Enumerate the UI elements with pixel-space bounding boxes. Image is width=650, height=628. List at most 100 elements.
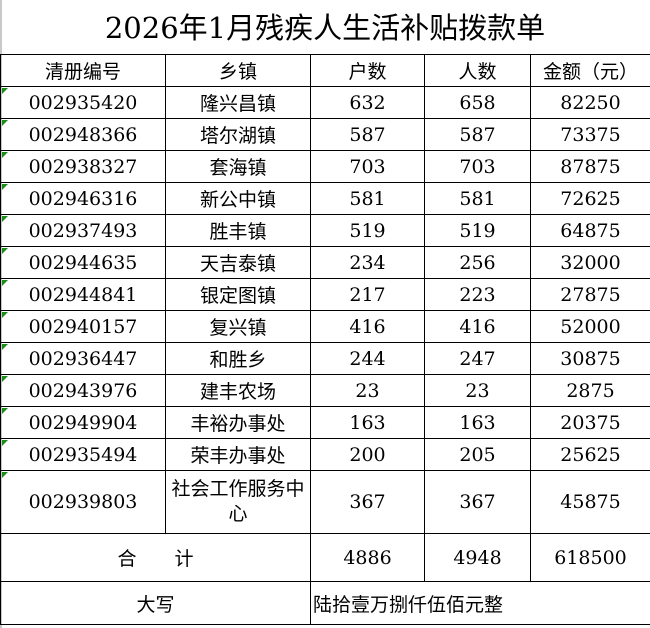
amount-cell[interactable]: 30875	[530, 342, 650, 375]
id-cell[interactable]: 002939803	[0, 470, 166, 534]
town-cell[interactable]: 建丰农场	[165, 374, 311, 407]
households-cell[interactable]: 581	[310, 182, 425, 215]
header-cell[interactable]: 清册编号	[0, 54, 166, 87]
households-cell[interactable]: 200	[310, 438, 425, 471]
header-cell[interactable]: 户数	[310, 54, 425, 87]
town-cell[interactable]: 复兴镇	[165, 310, 311, 343]
table-row: 002935494 荣丰办事处 200 205 25625	[0, 438, 650, 471]
table-row: 002939803 社会工作服务中心 367 367 45875	[0, 470, 650, 534]
table-row: 002944635 天吉泰镇 234 256 32000	[0, 246, 650, 279]
total-households[interactable]: 4886	[310, 533, 425, 582]
people-cell[interactable]: 367	[424, 470, 531, 534]
households-cell[interactable]: 234	[310, 246, 425, 279]
town-cell[interactable]: 塔尔湖镇	[165, 118, 311, 151]
table-row: 002937493 胜丰镇 519 519 64875	[0, 214, 650, 247]
people-cell[interactable]: 519	[424, 214, 531, 247]
town-cell[interactable]: 丰裕办事处	[165, 406, 311, 439]
table-row: 002949904 丰裕办事处 163 163 20375	[0, 406, 650, 439]
total-amount[interactable]: 618500	[530, 533, 650, 582]
town-cell[interactable]: 银定图镇	[165, 278, 311, 311]
header-cell[interactable]: 乡镇	[165, 54, 311, 87]
capital-row: 大写 陆拾壹万捌仟伍佰元整	[0, 581, 650, 625]
households-cell[interactable]: 163	[310, 406, 425, 439]
people-cell[interactable]: 581	[424, 182, 531, 215]
town-cell[interactable]: 社会工作服务中心	[165, 470, 311, 534]
people-cell[interactable]: 658	[424, 86, 531, 119]
households-cell[interactable]: 244	[310, 342, 425, 375]
total-people[interactable]: 4948	[424, 533, 531, 582]
amount-cell[interactable]: 72625	[530, 182, 650, 215]
people-cell[interactable]: 247	[424, 342, 531, 375]
table-row: 002936447 和胜乡 244 247 30875	[0, 342, 650, 375]
people-cell[interactable]: 205	[424, 438, 531, 471]
allocation-table: 清册编号 乡镇 户数 人数 金额（元） 002935420 隆兴昌镇 632 658 8…	[0, 54, 650, 625]
town-cell[interactable]: 天吉泰镇	[165, 246, 311, 279]
amount-cell[interactable]: 52000	[530, 310, 650, 343]
people-cell[interactable]: 223	[424, 278, 531, 311]
households-cell[interactable]: 23	[310, 374, 425, 407]
amount-cell[interactable]: 20375	[530, 406, 650, 439]
amount-cell[interactable]: 27875	[530, 278, 650, 311]
capital-label[interactable]: 大写	[0, 581, 311, 625]
id-cell[interactable]: 002948366	[0, 118, 166, 151]
amount-cell[interactable]: 32000	[530, 246, 650, 279]
id-cell[interactable]: 002949904	[0, 406, 166, 439]
error-indicator-icon	[2, 280, 8, 286]
amount-cell[interactable]: 25625	[530, 438, 650, 471]
error-indicator-icon	[2, 152, 8, 158]
households-cell[interactable]: 367	[310, 470, 425, 534]
error-indicator-icon	[2, 248, 8, 254]
sheet-title[interactable]: 2026年1月残疾人生活补贴拨款单	[104, 11, 546, 45]
table-row: 002938327 套海镇 703 703 87875	[0, 150, 650, 183]
people-cell[interactable]: 23	[424, 374, 531, 407]
id-cell[interactable]: 002946316	[0, 182, 166, 215]
amount-cell[interactable]: 45875	[530, 470, 650, 534]
amount-cell[interactable]: 2875	[530, 374, 650, 407]
error-indicator-icon	[2, 312, 8, 318]
amount-cell[interactable]: 82250	[530, 86, 650, 119]
error-indicator-icon	[2, 184, 8, 190]
amount-cell[interactable]: 87875	[530, 150, 650, 183]
households-cell[interactable]: 587	[310, 118, 425, 151]
town-cell[interactable]: 荣丰办事处	[165, 438, 311, 471]
amount-cell[interactable]: 64875	[530, 214, 650, 247]
households-cell[interactable]: 416	[310, 310, 425, 343]
id-cell[interactable]: 002936447	[0, 342, 166, 375]
table-row: 002946316 新公中镇 581 581 72625	[0, 182, 650, 215]
header-cell[interactable]: 人数	[424, 54, 531, 87]
id-cell[interactable]: 002944841	[0, 278, 166, 311]
capital-amount[interactable]: 陆拾壹万捌仟伍佰元整	[310, 581, 650, 625]
table-row: 002935420 隆兴昌镇 632 658 82250	[0, 86, 650, 119]
id-cell[interactable]: 002937493	[0, 214, 166, 247]
id-cell[interactable]: 002940157	[0, 310, 166, 343]
town-cell[interactable]: 胜丰镇	[165, 214, 311, 247]
error-indicator-icon	[2, 88, 8, 94]
people-cell[interactable]: 416	[424, 310, 531, 343]
table-row: 002944841 银定图镇 217 223 27875	[0, 278, 650, 311]
households-cell[interactable]: 217	[310, 278, 425, 311]
people-cell[interactable]: 587	[424, 118, 531, 151]
id-cell[interactable]: 002944635	[0, 246, 166, 279]
id-cell[interactable]: 002935494	[0, 438, 166, 471]
town-cell[interactable]: 套海镇	[165, 150, 311, 183]
amount-cell[interactable]: 73375	[530, 118, 650, 151]
households-cell[interactable]: 519	[310, 214, 425, 247]
id-cell[interactable]: 002938327	[0, 150, 166, 183]
table-row: 002948366 塔尔湖镇 587 587 73375	[0, 118, 650, 151]
error-indicator-icon	[2, 408, 8, 414]
households-cell[interactable]: 703	[310, 150, 425, 183]
people-cell[interactable]: 163	[424, 406, 531, 439]
error-indicator-icon	[2, 472, 8, 478]
people-cell[interactable]: 256	[424, 246, 531, 279]
total-label[interactable]: 合 计	[0, 533, 311, 582]
id-cell[interactable]: 002943976	[0, 374, 166, 407]
households-cell[interactable]: 632	[310, 86, 425, 119]
table-row: 002940157 复兴镇 416 416 52000	[0, 310, 650, 343]
id-cell[interactable]: 002935420	[0, 86, 166, 119]
town-cell[interactable]: 隆兴昌镇	[165, 86, 311, 119]
town-cell[interactable]: 和胜乡	[165, 342, 311, 375]
people-cell[interactable]: 703	[424, 150, 531, 183]
town-cell[interactable]: 新公中镇	[165, 182, 311, 215]
header-cell[interactable]: 金额（元）	[530, 54, 650, 87]
